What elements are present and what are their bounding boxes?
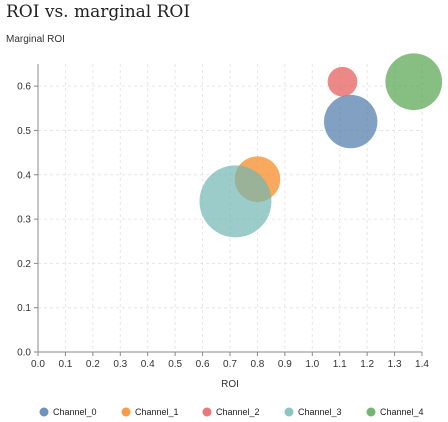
x-tick-label: 1.0 <box>305 359 319 370</box>
y-tick-label: 0.4 <box>17 170 31 181</box>
x-tick-label: 0.1 <box>58 359 72 370</box>
axes <box>34 64 423 356</box>
legend-swatch <box>366 407 376 417</box>
bubble-channel-3 <box>199 165 272 238</box>
legend-label: Channel_1 <box>135 407 179 417</box>
x-tick-label: 0.4 <box>141 359 155 370</box>
tick-labels: 0.0 0.1 0.2 0.3 0.4 0.5 0.6 0.7 0.8 0.9 1.0 1.1 1.2 1… <box>17 82 429 370</box>
x-tick-label: 1.4 <box>415 359 429 370</box>
y-tick-label: 0.5 <box>17 126 31 137</box>
legend-label: Channel_3 <box>298 407 342 417</box>
y-axis-title: Marginal ROI <box>6 34 65 45</box>
x-tick-label: 0.2 <box>86 359 100 370</box>
x-tick-label: 0.5 <box>168 359 182 370</box>
x-tick-label: 0.3 <box>113 359 127 370</box>
legend: Channel_0 Channel_1 Channel_2 Channel_3 Chan… <box>39 407 424 417</box>
legend-swatch <box>39 407 49 417</box>
legend-label: Channel_0 <box>53 407 97 417</box>
legend-swatch <box>284 407 294 417</box>
y-tick-label: 0.0 <box>17 348 31 359</box>
x-tick-label: 0.7 <box>223 359 237 370</box>
x-tick-label: 0.0 <box>31 359 45 370</box>
bubble-channel-0 <box>323 94 378 149</box>
x-tick-label: 1.3 <box>388 359 402 370</box>
x-tick-label: 1.1 <box>333 359 347 370</box>
legend-label: Channel_4 <box>380 407 424 417</box>
points <box>199 53 443 238</box>
x-tick-label: 0.9 <box>278 359 292 370</box>
x-tick-label: 0.6 <box>196 359 210 370</box>
legend-swatch <box>121 407 131 417</box>
x-tick-label: 1.2 <box>360 359 374 370</box>
legend-label: Channel_2 <box>216 407 260 417</box>
y-tick-label: 0.2 <box>17 259 31 270</box>
y-tick-label: 0.3 <box>17 215 31 226</box>
chart-title: ROI vs. marginal ROI <box>6 2 191 22</box>
bubble-channel-4 <box>385 53 443 111</box>
y-tick-label: 0.1 <box>17 303 31 314</box>
x-axis-title: ROI <box>221 379 239 390</box>
y-tick-label: 0.6 <box>17 82 31 93</box>
bubble-channel-2 <box>327 66 358 97</box>
x-tick-label: 0.8 <box>250 359 264 370</box>
legend-swatch <box>202 407 212 417</box>
